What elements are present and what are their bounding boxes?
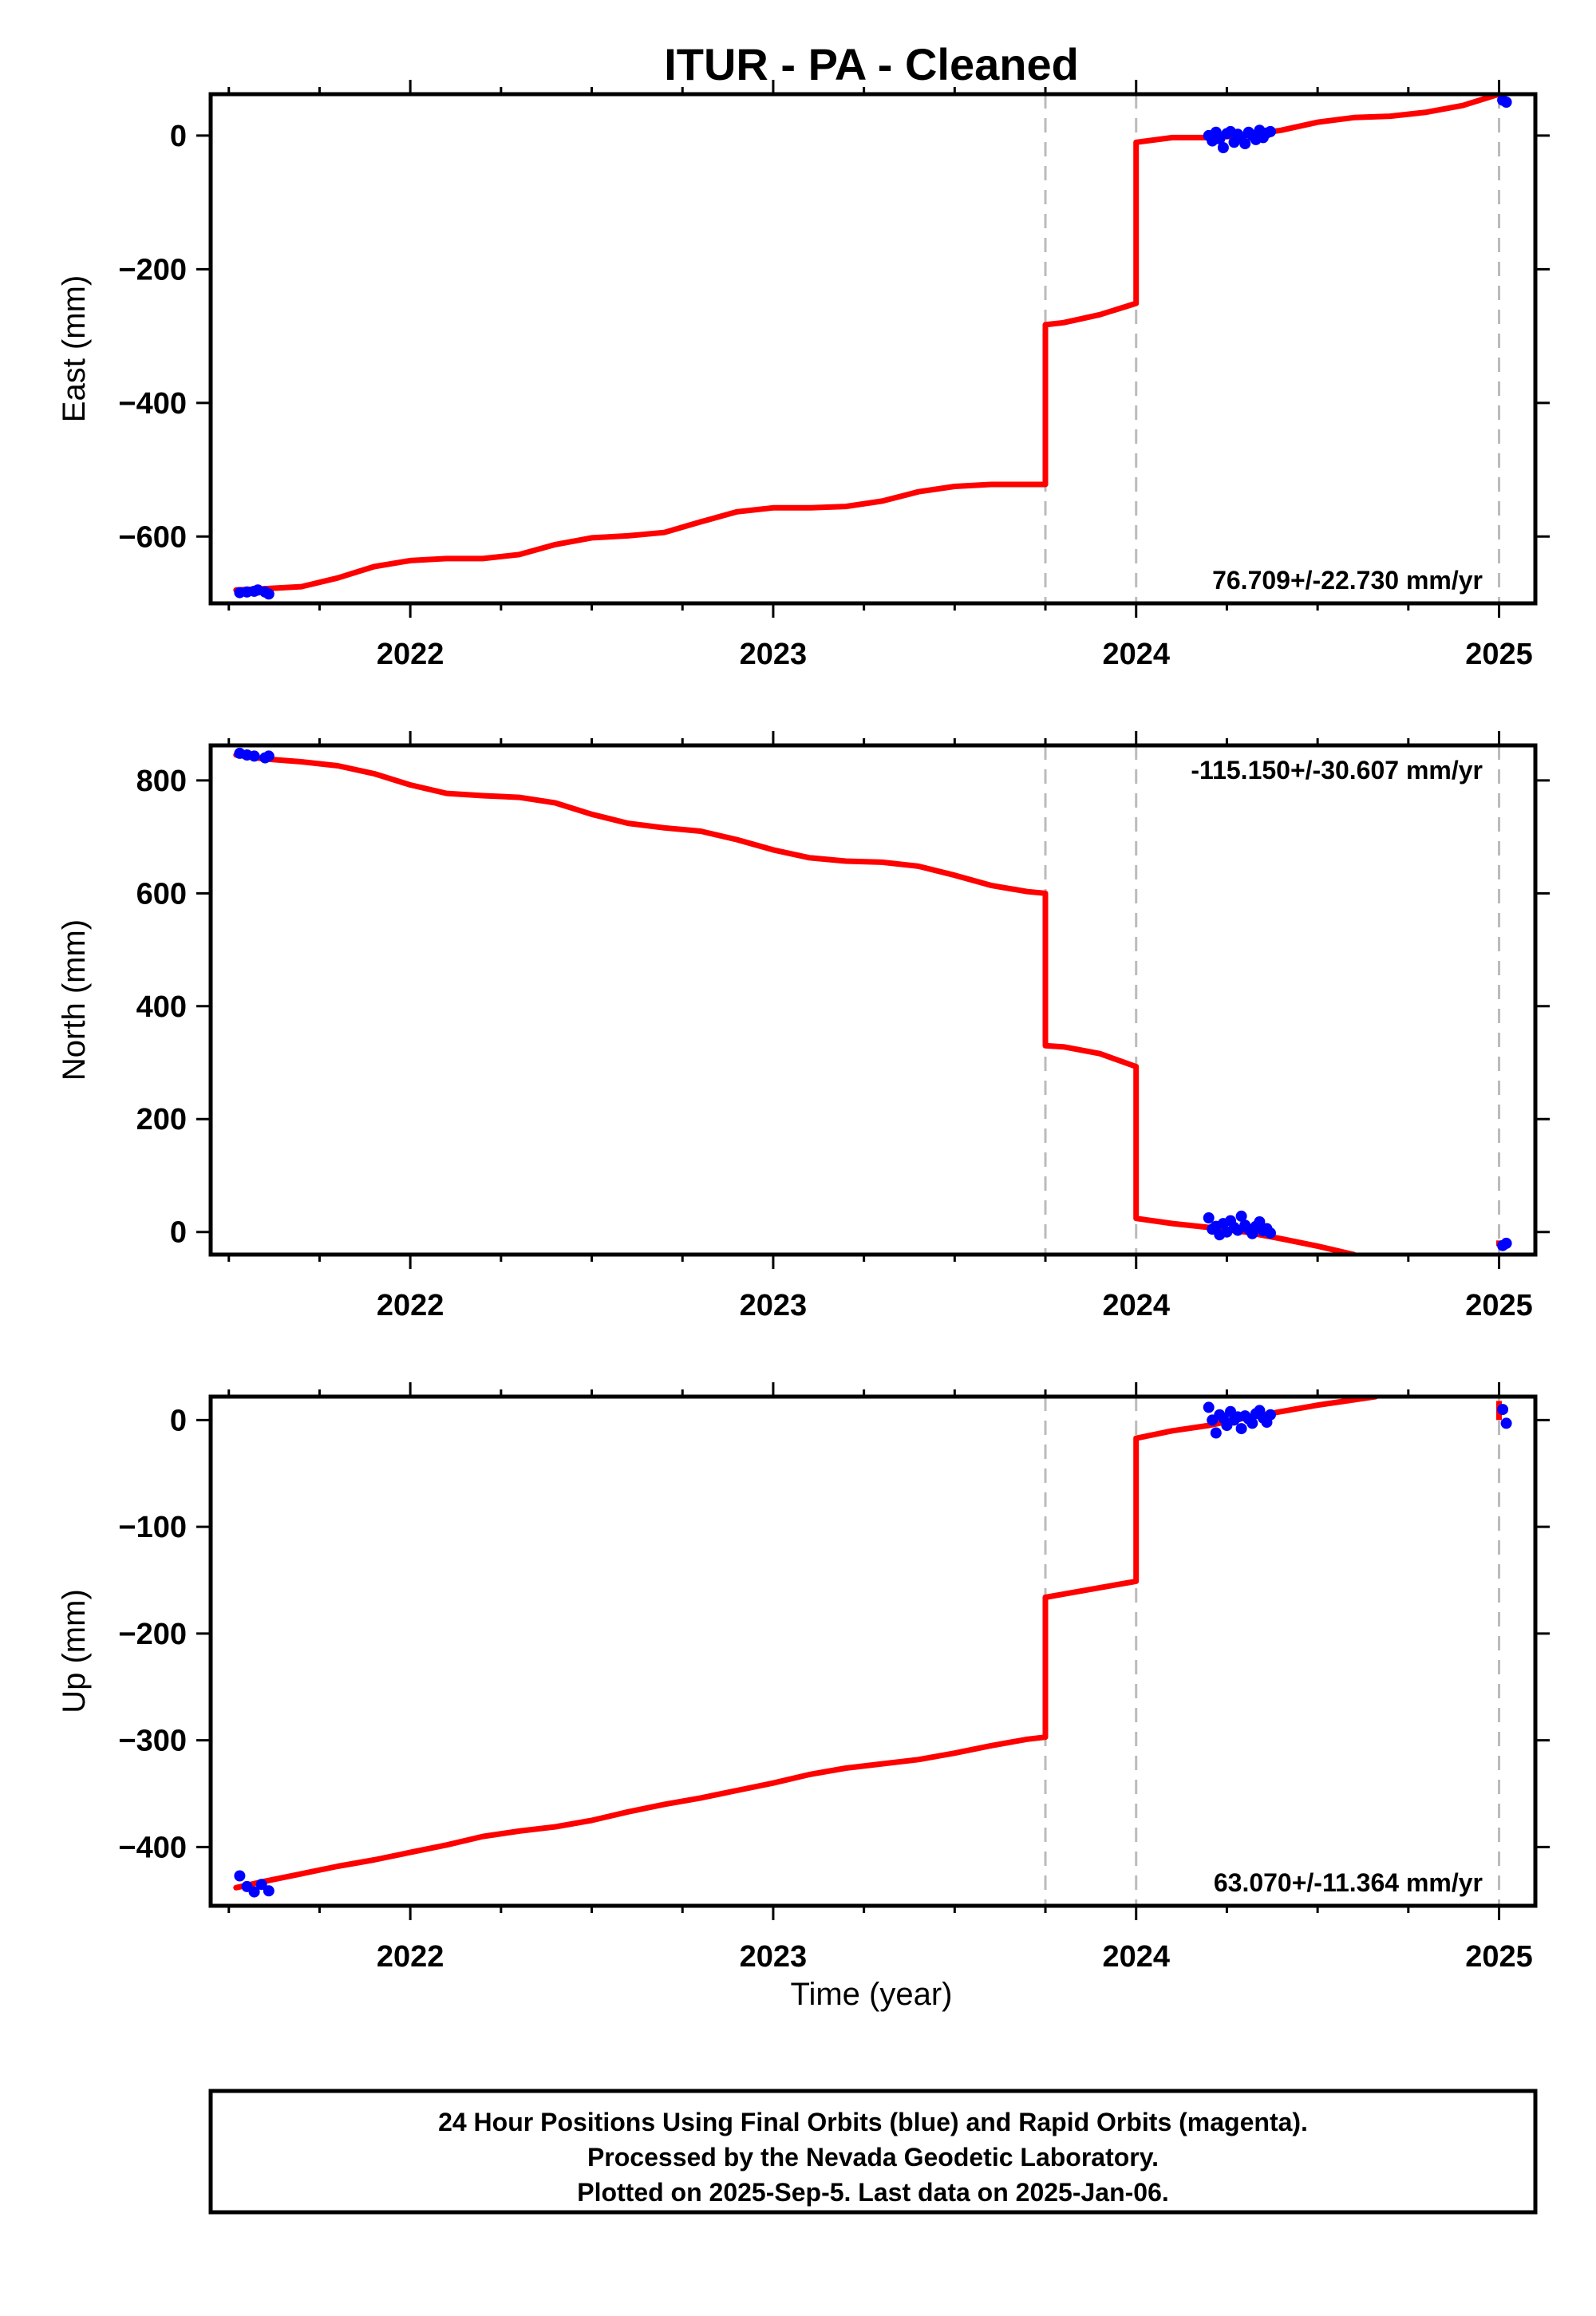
data-point xyxy=(1217,142,1229,153)
data-point xyxy=(1497,1404,1509,1416)
panel-data-area xyxy=(233,94,1512,600)
data-point xyxy=(1500,1417,1512,1429)
plot-frame xyxy=(208,92,1538,606)
x-axis-label: Time (year) xyxy=(791,1977,953,2012)
panel-data-area xyxy=(233,747,1512,1255)
y-tick-label: 0 xyxy=(170,1404,187,1437)
y-tick-label: −200 xyxy=(118,1618,187,1651)
data-point xyxy=(1265,125,1276,137)
data-point xyxy=(234,1870,246,1882)
rate-annotation-up: 63.070+/-11.364 mm/yr xyxy=(1214,1868,1483,1897)
panel-up: 2022 2023 2024 2025 0 −100 −200 −300 −400 Up (mm)… xyxy=(57,1382,1550,1974)
panel-north: 2022 2023 2024 2025 800 600 400 200 0 North (mm) -… xyxy=(57,731,1550,1322)
data-point xyxy=(255,1879,267,1891)
y-tick-label: 800 xyxy=(136,765,187,798)
chart-title: ITUR - PA - Cleaned xyxy=(664,39,1079,89)
y-tick-label: −600 xyxy=(118,520,187,554)
data-point xyxy=(1203,1401,1215,1413)
y-axis-label-up: Up (mm) xyxy=(57,1589,92,1713)
x-tick-label: 2024 xyxy=(1102,1940,1170,1974)
x-tick-label: 2022 xyxy=(377,638,444,671)
x-tick-label: 2024 xyxy=(1102,1289,1170,1322)
x-tick-label: 2023 xyxy=(740,1940,808,1974)
data-point xyxy=(1500,97,1512,108)
y-tick-label: 200 xyxy=(136,1103,187,1136)
y-tick-label: −100 xyxy=(118,1511,187,1544)
y-tick-label: −300 xyxy=(118,1725,187,1758)
x-tick-label: 2022 xyxy=(377,1289,444,1322)
data-point xyxy=(1254,1216,1266,1227)
panel-data-area xyxy=(233,1397,1512,1898)
x-tick-label: 2025 xyxy=(1465,1940,1533,1974)
x-tick-label: 2022 xyxy=(377,1940,444,1974)
data-point xyxy=(248,1886,260,1898)
y-tick-label: 600 xyxy=(136,877,187,911)
footer-box xyxy=(208,2089,1538,2215)
footer-line-2: Processed by the Nevada Geodetic Laborat… xyxy=(587,2143,1159,2172)
y-tick-label: −400 xyxy=(118,1831,187,1864)
data-point xyxy=(1203,1212,1215,1223)
data-point xyxy=(263,750,275,762)
model-line-north xyxy=(233,752,1357,1255)
x-tick-label: 2023 xyxy=(740,638,808,671)
model-line-east xyxy=(233,94,1502,593)
data-point xyxy=(1265,1409,1276,1421)
footer-line-1: 24 Hour Positions Using Final Orbits (bl… xyxy=(438,2108,1308,2136)
plot-frame xyxy=(208,743,1538,1257)
y-axis-label-north: North (mm) xyxy=(57,919,92,1081)
y-tick-label: −400 xyxy=(118,387,187,421)
data-point xyxy=(1265,1227,1276,1239)
rate-annotation-north: -115.150+/-30.607 mm/yr xyxy=(1191,756,1483,785)
data-point xyxy=(1246,1417,1258,1429)
data-point xyxy=(248,750,260,762)
y-tick-label: −200 xyxy=(118,253,187,287)
plot-frame xyxy=(208,1394,1538,1908)
data-point xyxy=(263,588,275,600)
x-tick-label: 2023 xyxy=(740,1289,808,1322)
data-point xyxy=(1235,1210,1247,1222)
data-point xyxy=(1235,1423,1247,1435)
x-tick-label: 2025 xyxy=(1465,1289,1533,1322)
footer-line-3: Plotted on 2025-Sep-5. Last data on 2025… xyxy=(577,2178,1169,2207)
model-line-up xyxy=(233,1397,1379,1891)
panel-east: 2022 2023 2024 2025 0 −200 −400 −600 East (mm) 76… xyxy=(57,80,1550,671)
panels-group: 2022 2023 2024 2025 0 −200 −400 −600 East (mm) 76… xyxy=(57,80,1550,1974)
data-point xyxy=(1239,138,1251,149)
data-point xyxy=(263,1885,275,1897)
rate-annotation-east: 76.709+/-22.730 mm/yr xyxy=(1212,566,1483,595)
data-point xyxy=(1210,1427,1222,1439)
x-tick-label: 2024 xyxy=(1102,638,1170,671)
y-tick-label: 400 xyxy=(136,990,187,1024)
y-tick-label: 0 xyxy=(170,1216,187,1250)
data-point xyxy=(1500,1237,1512,1249)
x-tick-label: 2025 xyxy=(1465,638,1533,671)
y-tick-label: 0 xyxy=(170,120,187,153)
y-axis-label-east: East (mm) xyxy=(57,275,92,422)
